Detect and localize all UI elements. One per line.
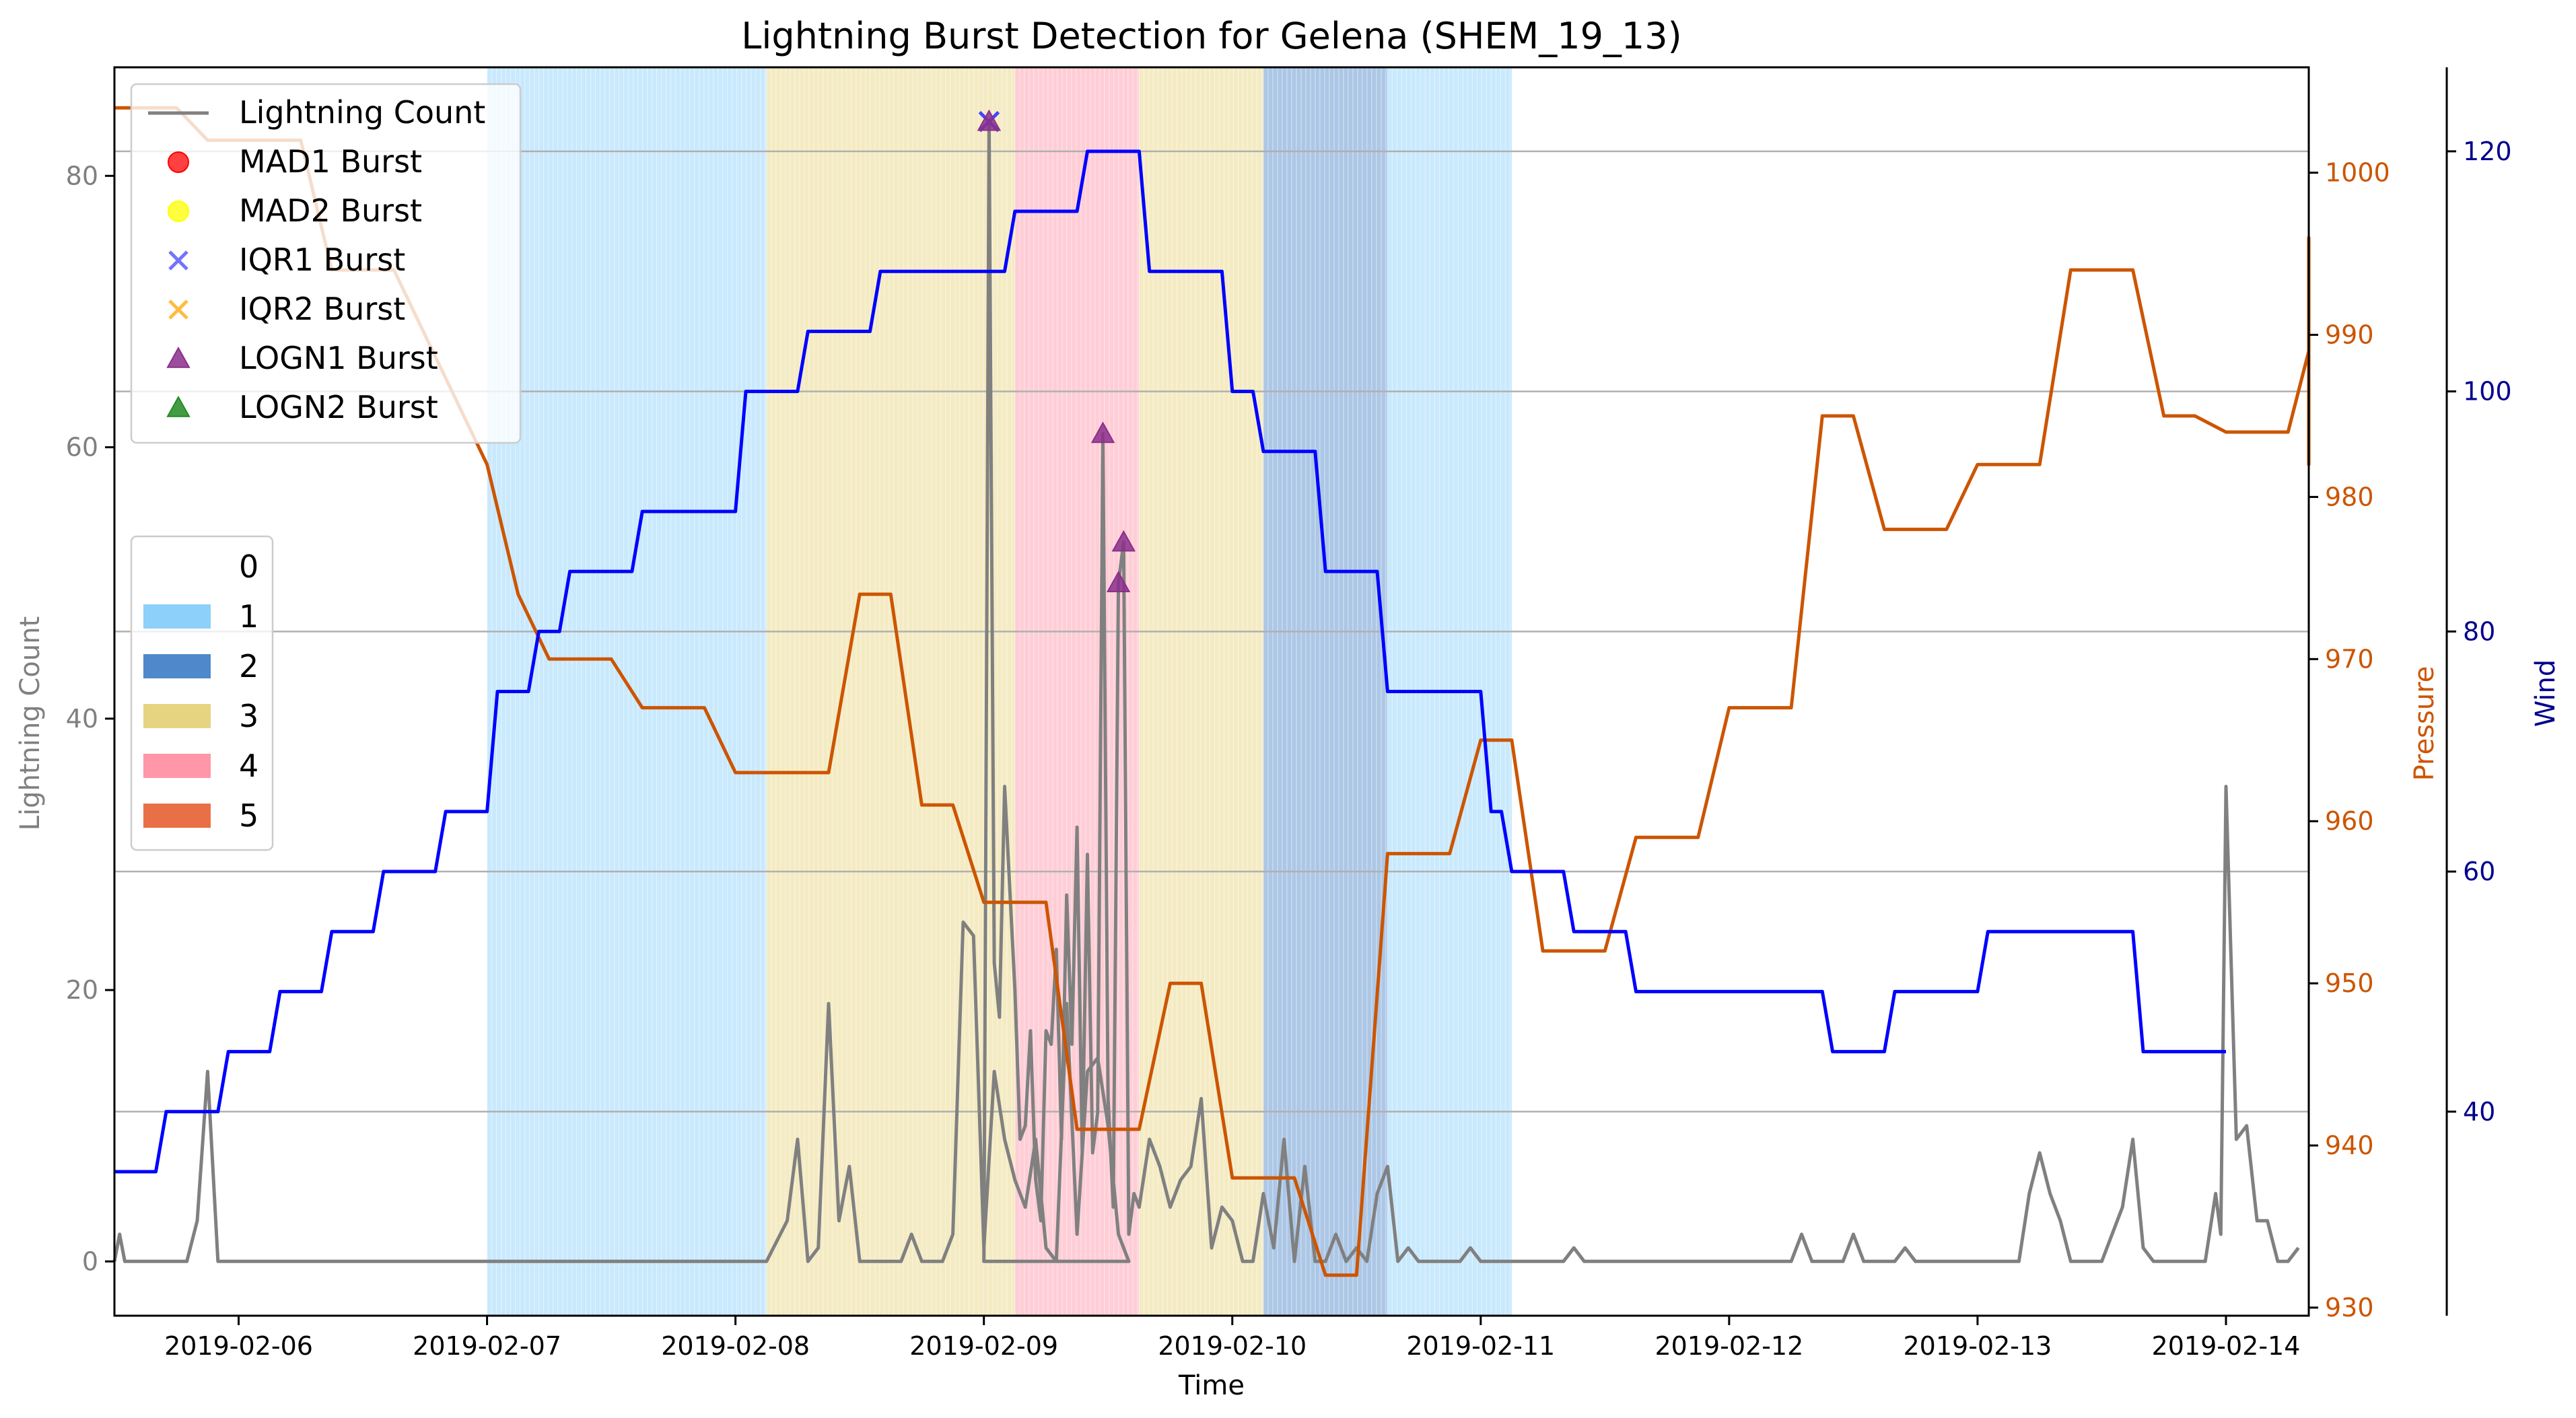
legend-triangle-marker — [166, 346, 190, 368]
category-band-3 — [766, 67, 1015, 1316]
wind-tick-label: 40 — [2463, 1097, 2495, 1127]
legend-series-label: Lightning Count — [239, 94, 485, 131]
legend-category-swatch — [143, 654, 211, 678]
wind-tick-label: 100 — [2463, 377, 2512, 406]
plot-area — [112, 66, 2311, 1317]
x-tick-label: 2019-02-09 — [909, 1331, 1058, 1361]
legend-circle-marker — [168, 151, 189, 173]
left-tick-label: 20 — [66, 975, 98, 1005]
burst-marker-logn1-burst — [977, 109, 1002, 131]
legend-series-label: MAD1 Burst — [239, 143, 422, 180]
wind-tick-label: 120 — [2463, 137, 2512, 166]
legend-category-swatch — [143, 754, 211, 778]
category-band-stripes — [1263, 67, 1387, 1316]
legend-x-marker — [168, 250, 188, 271]
x-tick-label: 2019-02-10 — [1158, 1331, 1307, 1361]
chart-title: Lightning Burst Detection for Gelena (SH… — [741, 15, 1681, 57]
x-tick-label: 2019-02-08 — [661, 1331, 810, 1361]
pressure-axis-label: Pressure — [2409, 666, 2440, 781]
pressure-tick-label: 970 — [2325, 644, 2374, 674]
left-tick-label: 60 — [66, 433, 98, 462]
legend-series-label: IQR2 Burst — [239, 291, 405, 327]
legend-category-swatch — [143, 604, 211, 629]
burst-marker-logn1-burst — [1111, 530, 1136, 552]
x-tick-label: 2019-02-11 — [1406, 1331, 1555, 1361]
x-tick-label: 2019-02-12 — [1655, 1331, 1803, 1361]
x-tick-label: 2019-02-07 — [413, 1331, 561, 1361]
legend-category-label: 2 — [239, 648, 258, 684]
legend-category-swatch — [143, 704, 211, 728]
burst-marker-logn1-burst — [1106, 571, 1131, 592]
legend-series: Lightning Count MAD1 Burst MAD2 Burst IQR1 … — [130, 83, 522, 444]
category-band-1 — [487, 67, 767, 1316]
x-tick-label: 2019-02-14 — [2152, 1331, 2301, 1361]
legend-categories: 0 1 2 3 4 5 — [130, 535, 274, 851]
burst-marker-logn1-burst — [1090, 421, 1115, 444]
pressure-tick-label: 940 — [2325, 1131, 2374, 1160]
legend-series-label: IQR1 Burst — [239, 242, 405, 278]
series-line-lightning-count — [112, 120, 2300, 1263]
x-tick-label: 2019-02-13 — [1904, 1331, 2052, 1361]
pressure-tick-label: 1000 — [2325, 158, 2390, 188]
left-tick-label: 40 — [66, 704, 98, 734]
pressure-tick-label: 980 — [2325, 482, 2374, 511]
legend-triangle-marker — [166, 395, 190, 417]
legend-series-label: MAD2 Burst — [239, 192, 422, 229]
legend-category-label: 4 — [239, 748, 258, 784]
legend-x-marker — [168, 299, 188, 320]
legend-category-label: 3 — [239, 698, 258, 734]
left-tick-label: 80 — [66, 161, 98, 190]
legend-category-label: 0 — [239, 548, 258, 585]
pressure-tick-label: 990 — [2325, 320, 2374, 350]
category-band-stripes — [1138, 67, 1262, 1316]
series-line-pressure — [114, 106, 2311, 1277]
wind-axis-label: Wind — [2530, 660, 2561, 728]
legend-circle-marker — [168, 201, 189, 222]
pressure-tick-label: 930 — [2325, 1293, 2374, 1322]
x-tick-label: 2019-02-06 — [164, 1331, 313, 1361]
pressure-tick-label: 950 — [2325, 968, 2374, 998]
legend-category-swatch — [143, 804, 211, 828]
legend-category-label: 5 — [239, 797, 258, 834]
left-axis-label: Lightning Count — [15, 616, 46, 831]
plot-frame — [113, 66, 2310, 1317]
legend-category-label: 1 — [239, 598, 258, 635]
wind-tick-label: 60 — [2463, 857, 2495, 886]
series-line-wind — [114, 149, 2226, 1174]
left-tick-label: 0 — [82, 1246, 98, 1276]
wind-tick-label: 80 — [2463, 616, 2495, 646]
legend-series-label: LOGN1 Burst — [239, 340, 438, 376]
category-band-2 — [1263, 67, 1388, 1316]
pressure-tick-label: 960 — [2325, 806, 2374, 836]
x-axis-label: Time — [1178, 1370, 1245, 1401]
legend-series-label: LOGN2 Burst — [239, 389, 438, 425]
legend-category-swatch — [143, 555, 211, 579]
legend-series-box — [130, 83, 522, 444]
